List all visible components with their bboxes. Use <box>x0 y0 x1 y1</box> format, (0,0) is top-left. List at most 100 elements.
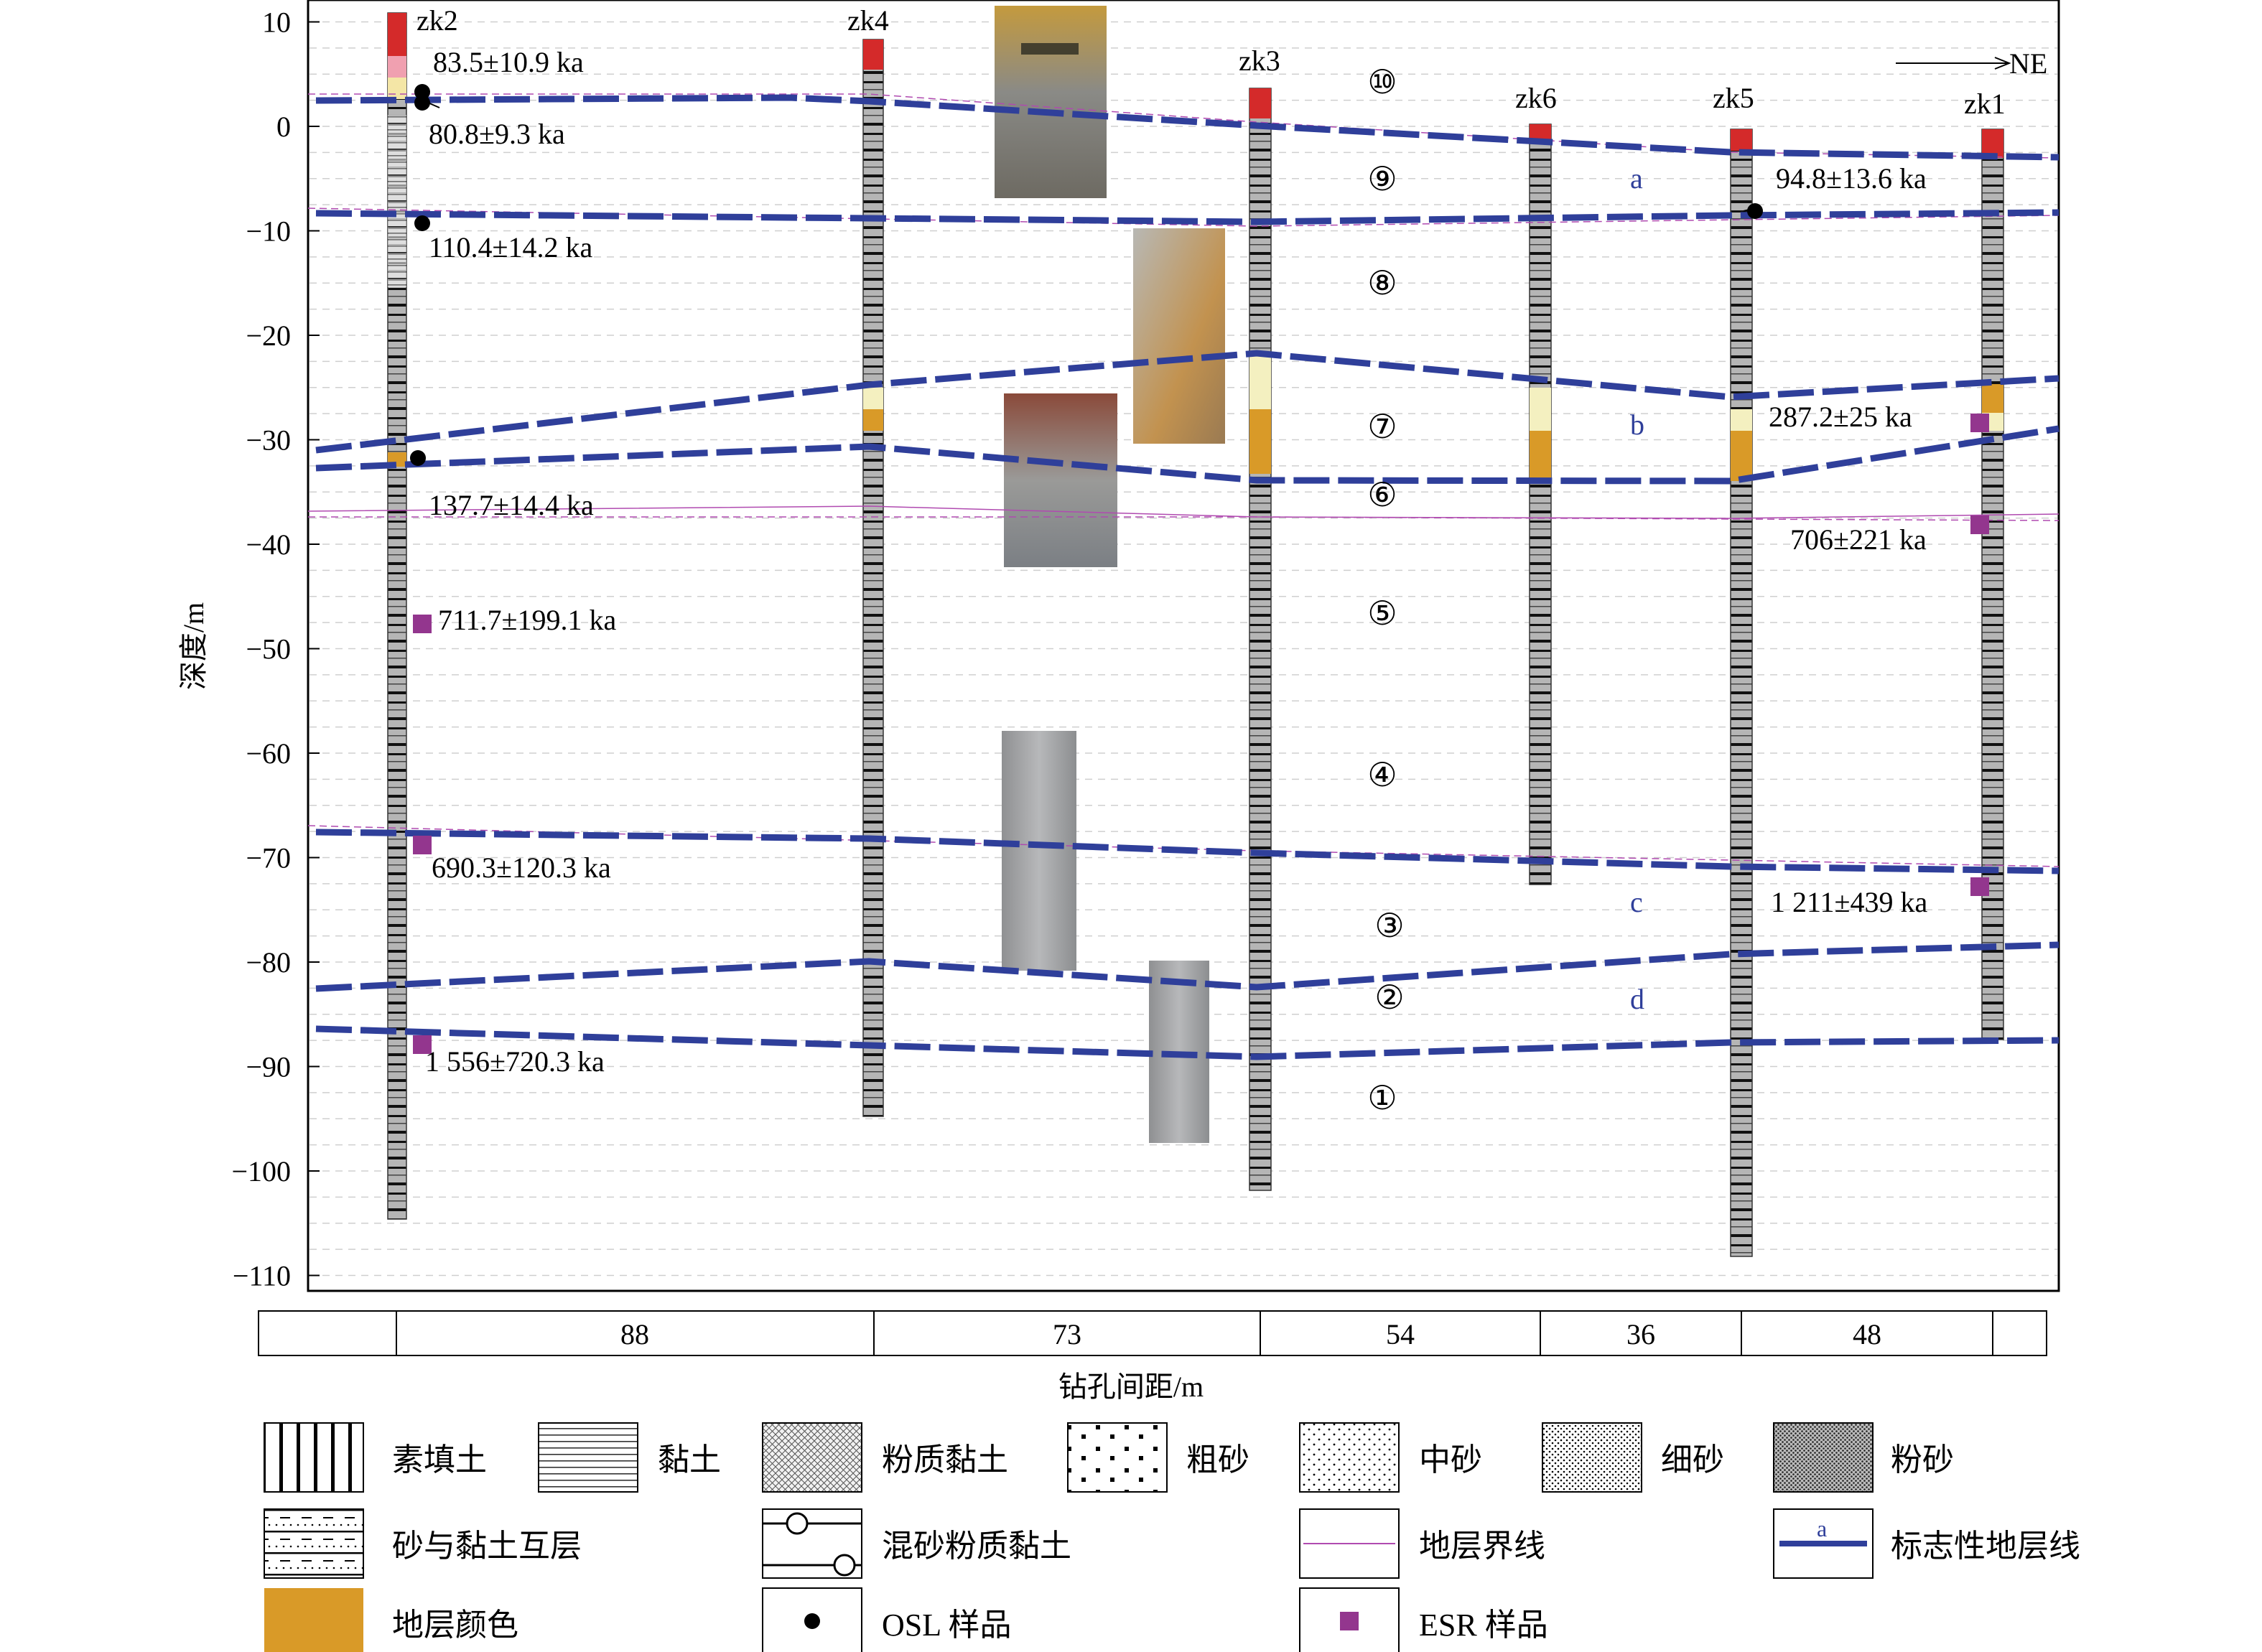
age-label: 1 211±439 ka <box>1771 886 1927 918</box>
age-label: 711.7±199.1 ka <box>438 604 616 636</box>
age-label: 83.5±10.9 ka <box>433 46 584 78</box>
legend-swatch-fill <box>264 1422 364 1493</box>
esr-sample <box>1970 515 1989 534</box>
boundary-line-solid <box>307 505 2059 519</box>
borehole-group <box>387 12 2004 1257</box>
legend-label: 黏土 <box>658 1442 721 1478</box>
y-tick-label: −30 <box>246 424 291 457</box>
borehole-zk4 <box>862 39 884 1117</box>
legend-label: 粉砂 <box>1891 1442 1954 1478</box>
legend: 素填土 黏土 粉质黏土 粗砂 中砂 细砂 粉砂 砂与黏土互层 混砂粉质黏土 <box>264 1422 2080 1652</box>
layer-label: ⑤ <box>1367 595 1397 632</box>
layer-label: ③ <box>1374 907 1404 944</box>
legend-swatch-interbed <box>264 1508 364 1579</box>
spacing-value: 48 <box>1853 1318 1881 1350</box>
layer-label: ⑦ <box>1367 409 1397 445</box>
core-photo-3 <box>1004 393 1117 567</box>
core-photo-4 <box>1002 731 1076 971</box>
age-label: 94.8±13.6 ka <box>1776 162 1927 195</box>
age-labels: 83.5±10.9 ka 80.8±9.3 ka 110.4±14.2 ka 1… <box>425 46 1927 1078</box>
osl-sample <box>414 215 430 231</box>
borehole-label-zk3: zk3 <box>1239 45 1280 77</box>
marker-label-d: d <box>1630 983 1644 1015</box>
layer-label: ④ <box>1367 757 1397 793</box>
borehole-zk6 <box>1529 123 1552 885</box>
layer-label: ⑥ <box>1367 477 1397 513</box>
direction-label: NE <box>2009 47 2047 80</box>
osl-sample <box>414 95 430 111</box>
y-tick-label: −40 <box>246 528 291 561</box>
esr-sample <box>413 1035 432 1054</box>
marker-lines <box>315 94 2059 1060</box>
osl-sample <box>1747 203 1763 219</box>
y-tick-label: −70 <box>246 842 291 874</box>
legend-swatch-esr <box>1299 1587 1400 1652</box>
y-tick-label: −20 <box>246 319 291 352</box>
y-axis-label: 深度/m <box>177 602 210 690</box>
spacing-value: 54 <box>1386 1318 1415 1350</box>
spacing-value: 88 <box>620 1318 649 1350</box>
borehole-label-zk6: zk6 <box>1515 82 1557 114</box>
legend-swatch-marker: a <box>1773 1508 1874 1579</box>
legend-swatch-boundary <box>1299 1508 1400 1579</box>
legend-swatch-mixed <box>762 1508 862 1579</box>
legend-label: 混砂粉质黏土 <box>882 1529 1071 1564</box>
legend-label: 粉质黏土 <box>882 1442 1008 1478</box>
esr-sample <box>1970 877 1989 896</box>
age-label: 137.7±14.4 ka <box>429 489 594 521</box>
borehole-label-zk1: zk1 <box>1964 88 2006 120</box>
age-label: 80.8±9.3 ka <box>429 118 565 150</box>
y-axis-ticks: 10 0 −10 −20 −30 −40 −50 −60 −70 −80 −90 −100 −110 <box>231 6 320 1292</box>
legend-swatch-silty-clay <box>762 1422 862 1493</box>
legend-label: 地层界线 <box>1419 1529 1545 1564</box>
y-tick-label: −50 <box>246 633 291 666</box>
esr-sample <box>1970 414 1989 432</box>
core-photo-2 <box>1133 228 1225 444</box>
marker-label-b: b <box>1630 409 1644 441</box>
legend-label: 标志性地层线 <box>1891 1529 2080 1564</box>
y-tick-label: −60 <box>246 737 291 770</box>
age-label: 690.3±120.3 ka <box>432 851 611 884</box>
borehole-label-zk5: zk5 <box>1713 82 1754 114</box>
y-tick-label: 10 <box>262 6 291 39</box>
x-axis-label: 钻孔间距/m <box>1058 1371 1204 1403</box>
layer-label: ① <box>1367 1080 1397 1116</box>
legend-label: ESR 样品 <box>1419 1607 1548 1643</box>
legend-swatch-coarse-sand <box>1067 1422 1168 1493</box>
spacing-bar: 88 73 54 36 48 <box>258 1310 2047 1356</box>
spacing-value: 36 <box>1626 1318 1655 1350</box>
core-photo-1 <box>995 6 1107 198</box>
core-photo-band <box>1021 43 1079 55</box>
legend-label: 中砂 <box>1419 1442 1482 1478</box>
legend-swatch-color <box>264 1588 363 1652</box>
legend-label: 地层颜色 <box>392 1607 518 1643</box>
legend-swatch-clay <box>538 1422 638 1493</box>
borehole-zk5 <box>1730 129 1753 1257</box>
legend-swatch-fine-sand <box>1542 1422 1642 1493</box>
age-label: 287.2±25 ka <box>1769 401 1912 433</box>
legend-swatch-medium-sand <box>1299 1422 1400 1493</box>
age-label: 706±221 ka <box>1790 523 1927 556</box>
esr-sample <box>413 615 432 633</box>
y-tick-label: −100 <box>231 1155 291 1187</box>
spacing-value: 73 <box>1053 1318 1081 1350</box>
y-tick-label: −90 <box>246 1051 291 1083</box>
legend-swatch-silt <box>1773 1422 1874 1493</box>
layer-labels: ⑩ ⑨ ⑧ ⑦ ⑥ ⑤ ④ ③ ② ① <box>1367 64 1404 1116</box>
borehole-zk2 <box>387 12 407 1220</box>
y-tick-label: −80 <box>246 946 291 979</box>
marker-label-a: a <box>1630 162 1643 195</box>
legend-swatch-osl <box>762 1587 862 1652</box>
legend-label: 素填土 <box>392 1442 487 1478</box>
legend-label: 粗砂 <box>1186 1442 1249 1478</box>
marker-label-c: c <box>1630 886 1643 918</box>
borehole-label-zk4: zk4 <box>847 4 889 37</box>
layer-label: ⑧ <box>1367 265 1397 302</box>
legend-label: OSL 样品 <box>882 1607 1012 1643</box>
y-tick-label: −10 <box>246 215 291 248</box>
y-tick-label: −110 <box>233 1260 291 1292</box>
esr-sample <box>413 836 432 854</box>
legend-label: 砂与黏土互层 <box>392 1529 582 1564</box>
arrow-head-icon <box>1994 57 2011 70</box>
